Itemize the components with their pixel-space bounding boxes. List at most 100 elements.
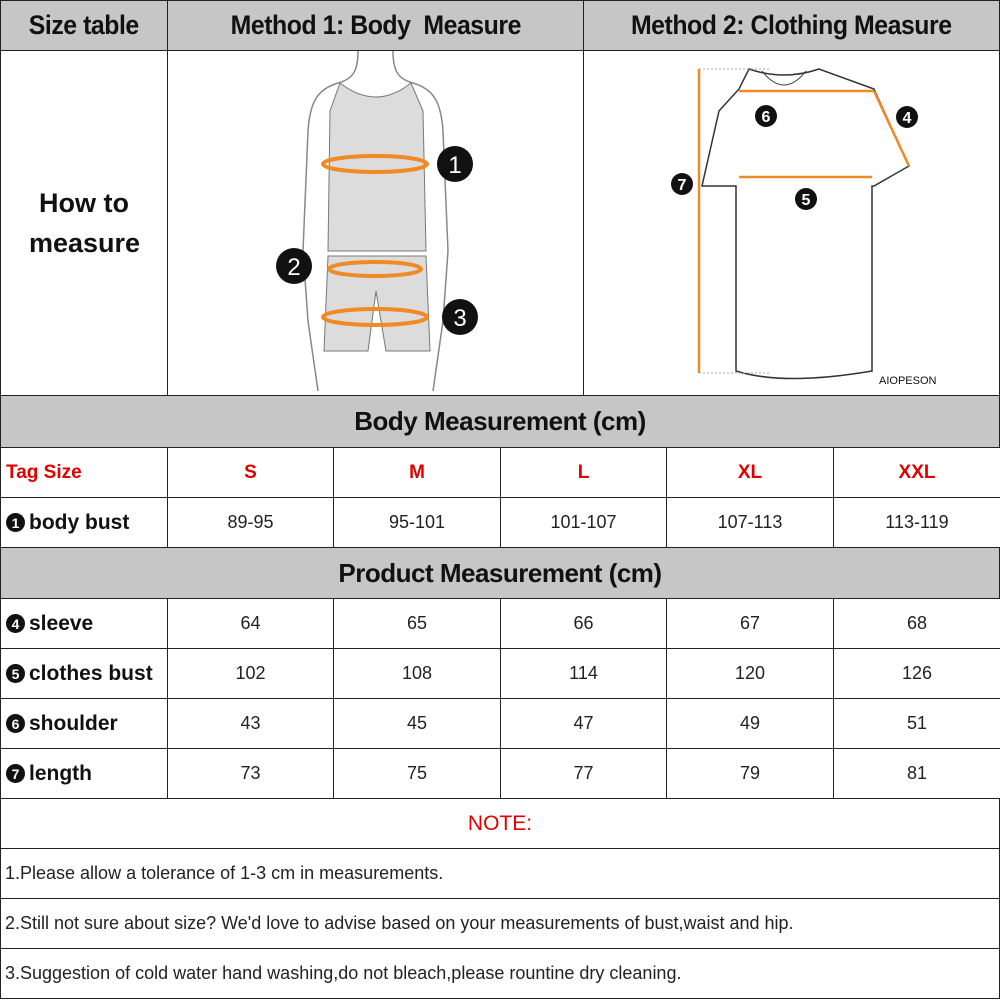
method2-label: Method 2: Clothing Measure <box>631 10 952 40</box>
note-line-2: 2.Still not sure about size? We'd love t… <box>5 913 794 933</box>
sleeve-value-text: 67 <box>739 613 761 633</box>
body-bust-value: 107-113 <box>666 497 834 548</box>
body-bust-value-text: 101-107 <box>550 512 617 532</box>
sleeve-label: 4 sleeve <box>0 598 168 649</box>
tshirt-figure-icon: 4 5 6 7 AIOPESON <box>671 68 937 387</box>
note-title-row: NOTE: <box>0 798 1000 849</box>
clothes-bust-value: 114 <box>500 648 667 699</box>
length-value: 77 <box>500 748 667 799</box>
clothes-bust-value-text: 108 <box>401 663 433 683</box>
size-header-l: L <box>500 447 667 498</box>
clothes-bust-value: 102 <box>167 648 334 699</box>
sleeve-value-text: 66 <box>573 613 594 633</box>
sleeve-value: 64 <box>167 598 334 649</box>
shoulder-value-text: 49 <box>739 713 761 733</box>
marker-7: 7 <box>678 177 687 194</box>
row-label: sleeve <box>29 611 94 635</box>
size-header-m: M <box>333 447 501 498</box>
size-header-xl-text: XL <box>737 461 763 483</box>
body-bust-value-text: 89-95 <box>227 512 274 532</box>
length-value: 79 <box>666 748 834 799</box>
shoulder-value-text: 45 <box>406 713 428 733</box>
sleeve-value: 68 <box>833 598 1000 649</box>
length-value-text: 75 <box>406 763 428 783</box>
body-measurement-title: Body Measurement (cm) <box>0 395 1000 448</box>
note-line: 1.Please allow a tolerance of 1-3 cm in … <box>0 848 1000 899</box>
clothing-measure-illustration: 4 5 6 7 AIOPESON <box>583 50 1000 396</box>
body-bust-label: 1 body bust <box>0 497 168 548</box>
size-header-l-text: L <box>577 461 590 483</box>
clothes-bust-value-text: 126 <box>901 663 933 683</box>
product-section-title: Product Measurement (cm) <box>338 557 662 588</box>
shoulder-value: 45 <box>333 698 501 749</box>
length-value-text: 77 <box>573 763 594 783</box>
clothes-bust-value: 108 <box>333 648 501 699</box>
marker-4: 4 <box>903 110 912 127</box>
length-value: 75 <box>333 748 501 799</box>
body-bust-value-text: 95-101 <box>388 512 446 532</box>
body-bust-value-text: 107-113 <box>717 512 783 532</box>
marker-icon: 7 <box>6 764 25 783</box>
shoulder-value: 47 <box>500 698 667 749</box>
sleeve-value: 66 <box>500 598 667 649</box>
body-bust-value-text: 113-119 <box>885 512 949 532</box>
row-label: length <box>29 761 92 785</box>
size-header-s-text: S <box>244 461 257 483</box>
body-bust-value: 89-95 <box>167 497 334 548</box>
marker-5: 5 <box>802 192 811 209</box>
clothes-bust-value-text: 102 <box>235 663 266 683</box>
clothes-bust-value-text: 120 <box>734 663 766 683</box>
sleeve-value: 65 <box>333 598 501 649</box>
shoulder-value-text: 43 <box>240 713 261 733</box>
method1-header: Method 1: Body Measure <box>167 0 584 51</box>
how-to-measure-cell: How to measure <box>0 50 168 396</box>
length-value-text: 81 <box>906 763 928 783</box>
method1-label: Method 1: Body Measure <box>230 10 521 40</box>
size-header-xxl: XXL <box>833 447 1000 498</box>
row-label: shoulder <box>29 711 118 735</box>
shoulder-value-text: 47 <box>573 713 594 733</box>
shoulder-value-text: 51 <box>906 713 928 733</box>
sleeve-value-text: 68 <box>906 613 928 633</box>
brand-logo: AIOPESON <box>879 375 937 387</box>
marker-6: 6 <box>762 109 771 126</box>
body-bust-value: 101-107 <box>500 497 667 548</box>
shoulder-value: 51 <box>833 698 1000 749</box>
size-header-xl: XL <box>666 447 834 498</box>
note-line: 3.Suggestion of cold water hand washing,… <box>0 948 1000 999</box>
tag-size-label: Tag Size <box>0 447 168 498</box>
sleeve-value-text: 65 <box>406 613 428 633</box>
size-table-label: Size table <box>29 10 139 40</box>
clothes-bust-value: 126 <box>833 648 1000 699</box>
marker-2: 2 <box>287 254 300 281</box>
shoulder-label: 6 shoulder <box>0 698 168 749</box>
note-title: NOTE: <box>467 811 533 835</box>
how-to-measure-label: How to measure <box>29 188 141 258</box>
shoulder-value: 49 <box>666 698 834 749</box>
method2-header: Method 2: Clothing Measure <box>583 0 1000 51</box>
marker-icon: 5 <box>6 664 25 683</box>
length-value-text: 79 <box>739 763 761 783</box>
size-header-m-text: M <box>409 461 425 483</box>
length-label: 7 length <box>0 748 168 799</box>
sleeve-value-text: 64 <box>240 613 261 633</box>
note-line-1: 1.Please allow a tolerance of 1-3 cm in … <box>5 863 444 883</box>
note-line: 2.Still not sure about size? We'd love t… <box>0 898 1000 949</box>
clothes-bust-value-text: 114 <box>569 663 598 683</box>
clothes-bust-label: 5 clothes bust <box>0 648 168 699</box>
clothes-bust-value: 120 <box>666 648 834 699</box>
row-label: body bust <box>29 510 130 534</box>
tag-size-label-text: Tag Size <box>6 461 82 483</box>
marker-icon: 1 <box>6 513 25 532</box>
size-header-s: S <box>167 447 334 498</box>
marker-1: 1 <box>448 152 461 179</box>
body-bust-value: 95-101 <box>333 497 501 548</box>
marker-3: 3 <box>453 305 466 332</box>
body-figure-icon: 1 2 3 <box>276 51 478 392</box>
shoulder-value: 43 <box>167 698 334 749</box>
row-label: clothes bust <box>29 661 153 685</box>
product-measurement-title: Product Measurement (cm) <box>0 547 1000 599</box>
marker-icon: 6 <box>6 714 25 733</box>
length-value: 73 <box>167 748 334 799</box>
